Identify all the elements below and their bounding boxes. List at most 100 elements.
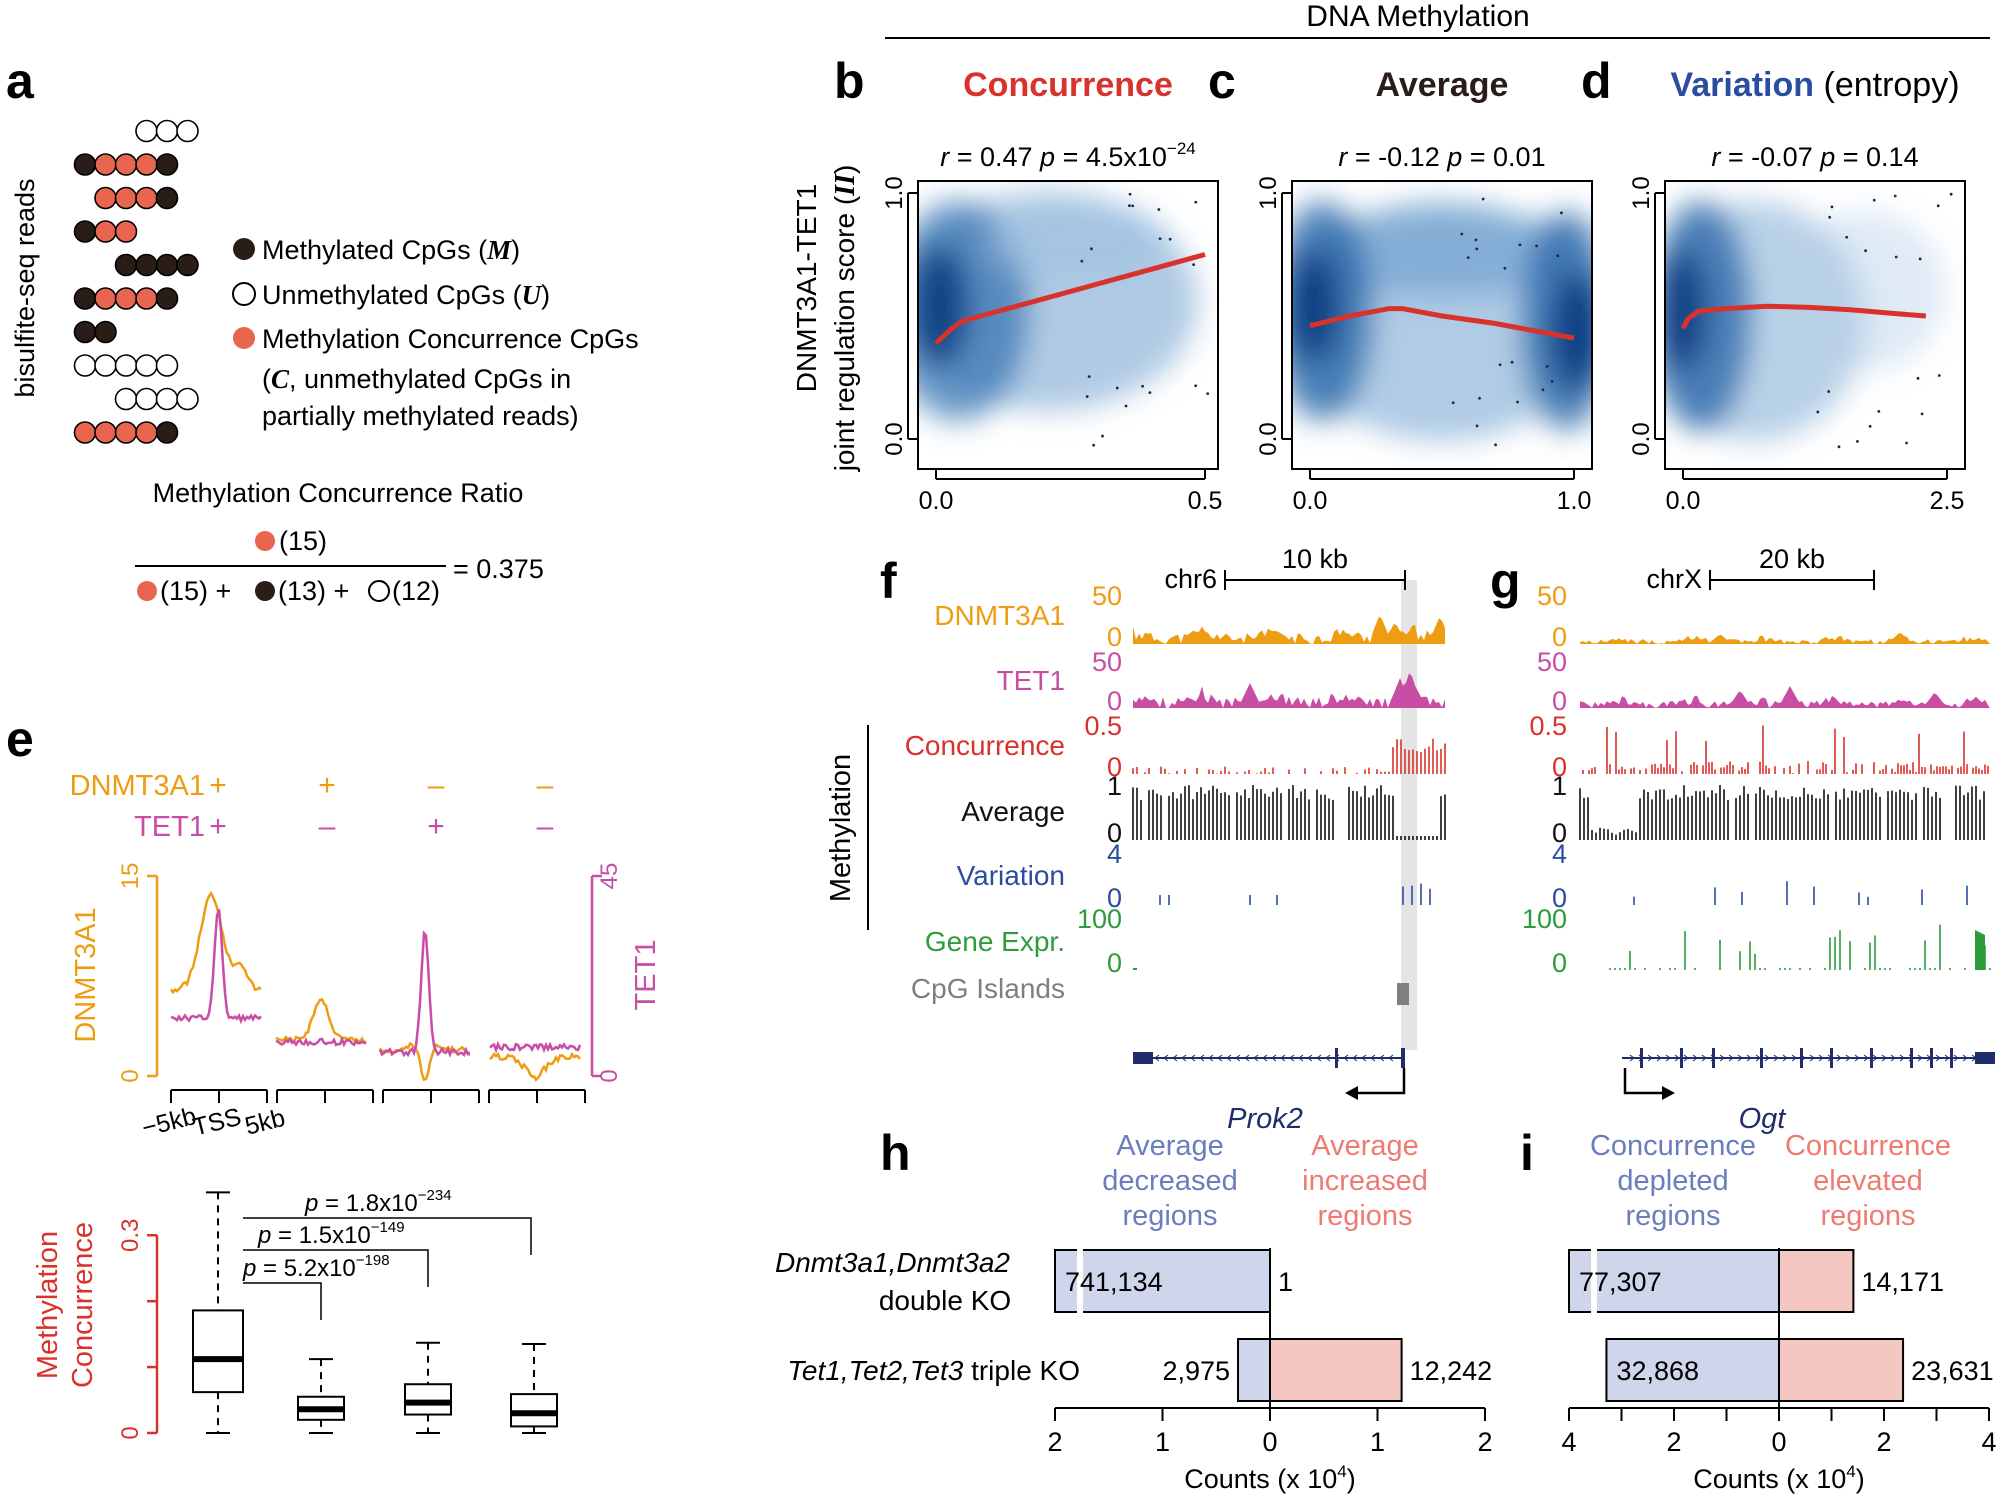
outlier-point xyxy=(1168,237,1172,241)
track-label: Average xyxy=(961,796,1065,827)
read-cpg-dot xyxy=(114,153,138,176)
outlier-point xyxy=(1949,192,1953,196)
read-cpg-dot xyxy=(73,421,97,444)
track-label: Concurrence xyxy=(905,730,1065,761)
outlier-point xyxy=(1481,197,1485,201)
panel-label-e: e xyxy=(6,711,34,767)
read-cpg-dot xyxy=(73,320,97,344)
outlier-point xyxy=(1893,194,1897,198)
track-range-max: 4 xyxy=(1107,839,1122,869)
track-range-max: 50 xyxy=(1092,647,1122,677)
outlier-point xyxy=(1816,410,1820,414)
read-cpg-dot xyxy=(73,287,97,310)
outlier-point xyxy=(1556,254,1560,258)
bar-left-label: 32,868 xyxy=(1616,1356,1699,1386)
outlier-point xyxy=(1845,235,1849,239)
read-cpg-dot xyxy=(94,153,117,176)
outlier-point xyxy=(1157,208,1161,211)
scatter-panels: b Concurrence r = 0.47 p = 4.5x10−24 0.0 0.5… xyxy=(834,53,1966,515)
box-ytick: 0 xyxy=(117,1426,144,1439)
outlier-point xyxy=(1124,404,1128,408)
panel-e-sign: – xyxy=(537,769,554,802)
read-cpg-dot xyxy=(135,421,158,444)
chrom-label: chrX xyxy=(1646,564,1702,594)
panel-label-f: f xyxy=(880,553,897,609)
bar-right-label: 23,631 xyxy=(1911,1356,1994,1386)
signal-track xyxy=(1133,616,1445,644)
track-range-min: 0 xyxy=(1552,948,1567,978)
outlier-point xyxy=(1128,192,1132,196)
outlier-point xyxy=(1158,237,1162,241)
outlier-point xyxy=(1085,395,1089,398)
box-ylabel-line1: Methylation xyxy=(32,1231,64,1379)
track-range-max: 1 xyxy=(1107,771,1122,801)
track-range-min: 0 xyxy=(1552,686,1567,716)
scatter-stats-b: r = 0.47 p = 4.5x10−24 xyxy=(940,139,1196,172)
scatter-ytick: 0.0 xyxy=(1255,422,1282,455)
track-label: TET1 xyxy=(997,665,1065,696)
read-cpg-dot xyxy=(155,354,179,377)
ratio-denominator-c: (15) + xyxy=(160,576,231,606)
track-range-min: 0 xyxy=(1107,883,1122,913)
outlier-point xyxy=(1115,386,1119,390)
left-axis-tick: 15 xyxy=(117,863,144,890)
bar-xlabel: Counts (x 104) xyxy=(1693,1462,1865,1494)
scatter-stats-d: r = -0.07 p = 0.14 xyxy=(1711,142,1918,172)
read-cpg-dot xyxy=(176,387,199,411)
scale-bar-label: 20 kb xyxy=(1759,544,1825,574)
read-cpg-dot xyxy=(114,220,138,243)
outlier-point xyxy=(1936,204,1940,208)
tss-xtick: −5kb xyxy=(139,1102,199,1142)
panel-label-c: c xyxy=(1208,53,1236,109)
ratio-result: = 0.375 xyxy=(453,554,544,584)
panel-e-sign: – xyxy=(537,810,554,843)
read-cpg-dot xyxy=(155,186,179,210)
bar-right xyxy=(1778,1249,1855,1313)
bar-xtick: 1 xyxy=(1155,1427,1170,1457)
outlier-point xyxy=(1466,256,1470,260)
track-label: Variation xyxy=(957,860,1065,891)
left-head: regions xyxy=(1625,1200,1720,1232)
panel-label-a: a xyxy=(6,53,35,109)
legend-concurrence-line2: (C, unmethylated CpGs in xyxy=(262,364,571,394)
bar-right-label: 14,171 xyxy=(1861,1267,1944,1297)
read-cpg-dot xyxy=(135,287,158,310)
legend-concurrence-label: Methylation Concurrence CpGs xyxy=(262,324,639,354)
scatter-xtick: 2.5 xyxy=(1930,487,1965,515)
scatter-frame-c xyxy=(1291,180,1593,470)
panel-label-i: i xyxy=(1520,1125,1534,1181)
scatter-ylabel-line2: joint regulation score (II) xyxy=(829,165,861,473)
tss-profile xyxy=(169,890,262,995)
signal-track xyxy=(1580,633,1990,644)
read-cpg-dot xyxy=(135,354,158,377)
left-axis-tick: 0 xyxy=(117,1069,144,1082)
read-cpg-dot xyxy=(176,119,199,143)
read-cpg-dot xyxy=(114,287,138,310)
bar-xtick: 2 xyxy=(1876,1427,1891,1457)
loess-curve-d xyxy=(1680,303,1927,330)
outlier-point xyxy=(1475,424,1479,428)
outlier-point xyxy=(1905,441,1908,445)
ratio-numerator: (15) xyxy=(279,526,327,556)
outlier-point xyxy=(1560,211,1563,215)
panel-e-sign: – xyxy=(428,769,445,802)
left-head: depleted xyxy=(1617,1165,1728,1197)
tss-profile xyxy=(275,1035,367,1048)
panel-e-sign: – xyxy=(319,810,336,843)
track-range-min: 0 xyxy=(1552,883,1567,913)
signal-track xyxy=(1580,686,1990,708)
bar-xtick: 1 xyxy=(1370,1427,1385,1457)
read-cpg-dot xyxy=(114,387,138,411)
right-head: elevated xyxy=(1813,1165,1923,1197)
density-cloud-b xyxy=(918,181,1218,469)
ratio-denominator-m-dot xyxy=(255,581,275,601)
read-cpg-dot xyxy=(155,153,179,176)
outlier-point xyxy=(1148,391,1152,395)
panel-e-sign: + xyxy=(318,769,336,802)
bar-right xyxy=(1269,1338,1403,1402)
read-cpg-dot xyxy=(176,253,199,277)
track-range-min: 0 xyxy=(1107,752,1122,782)
read-cpg-dot xyxy=(135,387,158,411)
methylation-legend: Methylated CpGs (M) Unmethylated CpGs (U… xyxy=(232,235,639,431)
scatter-panel-c: c Average r = -0.12 p = 0.01 0.0 1.0 0.0 1.0 xyxy=(1208,53,1593,515)
